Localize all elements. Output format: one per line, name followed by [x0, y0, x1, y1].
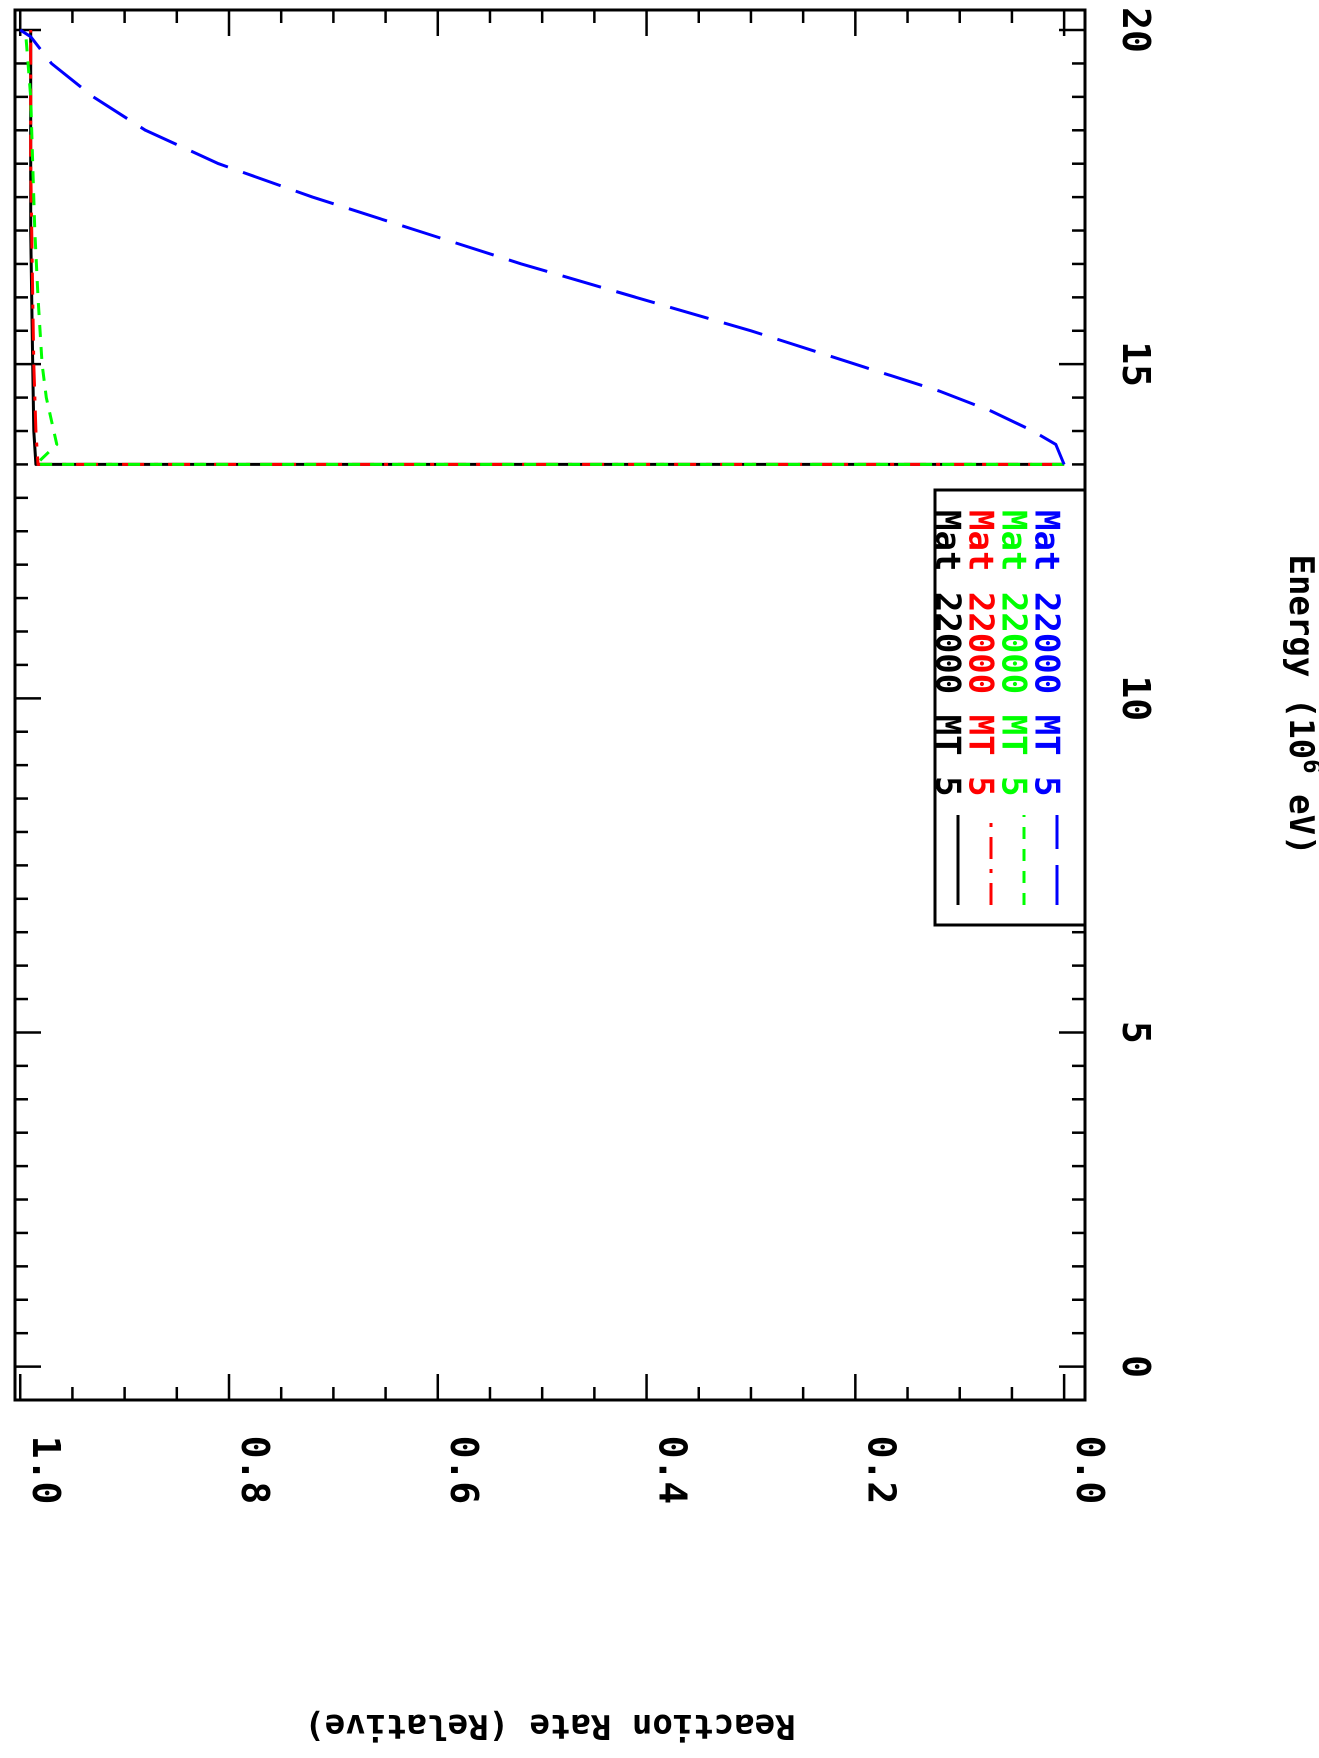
x-tick-label: 10	[1114, 675, 1158, 721]
y-axis-title: Reaction Rate (Relative)	[304, 1706, 795, 1746]
y-tick-label: 0.4	[651, 1436, 695, 1505]
legend-label: Mat 22000 MT 5	[928, 510, 968, 797]
legend-label: Mat 22000 MT 5	[961, 510, 1001, 797]
y-tick-label: 0.6	[442, 1436, 486, 1505]
legend-label: Mat 22000 MT 5	[994, 510, 1034, 797]
y-tick-label: 0.0	[1068, 1436, 1112, 1505]
x-tick-label: 20	[1114, 7, 1158, 53]
series-line-2	[23, 29, 1065, 466]
x-tick-label: 15	[1114, 341, 1158, 387]
legend-label: Mat 22000 MT 5	[1027, 510, 1067, 797]
x-tick-label: 0	[1114, 1355, 1158, 1378]
series-line-3	[19, 28, 1066, 465]
series-line-0	[29, 30, 1065, 466]
y-tick-label: 1.0	[24, 1436, 68, 1505]
y-tick-label: 0.8	[233, 1436, 277, 1505]
legend-box	[933, 488, 1087, 927]
y-tick-label: 0.2	[859, 1436, 903, 1505]
series-line-1	[29, 30, 1065, 466]
x-axis-title: Energy (106 eV)	[1281, 554, 1319, 855]
plot-area: 0 5 10 15 20 0.0 0.2 0.4 0.6 0.8 1.0 Energy (106 eV…	[13, 7, 1319, 1746]
plot-frame	[13, 8, 1087, 1402]
x-tick-label: 5	[1114, 1021, 1158, 1044]
